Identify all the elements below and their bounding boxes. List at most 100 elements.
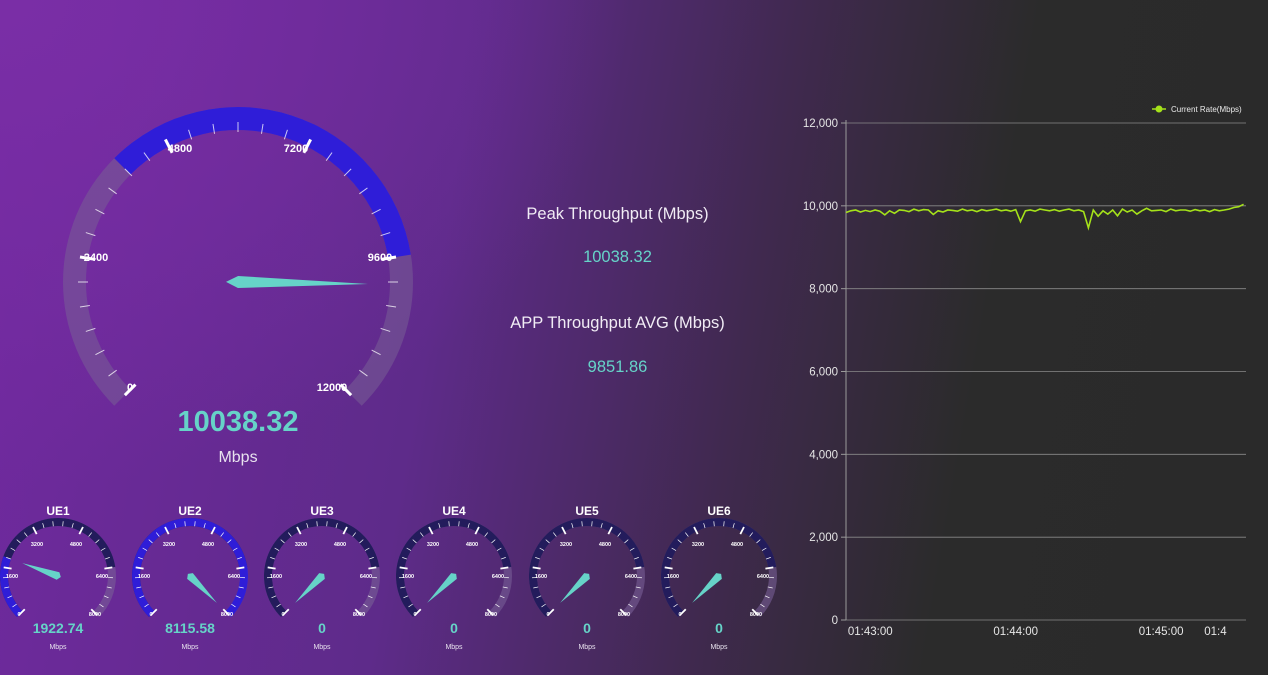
ue-gauge-tick-label: 8000: [221, 612, 233, 618]
main-gauge-tick: [143, 152, 151, 161]
ue-gauge-needle: [427, 573, 457, 603]
ue-gauge-tick: [368, 557, 374, 560]
ue-gauge-tick: [232, 547, 238, 551]
main-gauge-tick: [343, 168, 352, 177]
ue-gauge-value-band: [0, 556, 23, 618]
throughput-line-chart: 0 2,000 4,000 6,000 8,000 10,000 12,000 01:43:…: [803, 105, 1246, 638]
ue-gauge-tick: [668, 595, 674, 599]
ue-gauge-tick-label: 8000: [485, 612, 497, 618]
ue-gauge-track: [529, 518, 645, 618]
ue-gauge-tick: [99, 603, 104, 608]
chart-legend[interactable]: Current Rate(Mbps): [1152, 105, 1242, 114]
ue-gauge-tick: [474, 526, 480, 535]
ue-gauge-tick: [553, 532, 557, 537]
ue-gauge-tick: [282, 608, 290, 616]
peak-throughput-value: 10038.32: [583, 248, 652, 266]
ue-gauge-tick: [148, 539, 153, 544]
ue-gauge-tick: [24, 532, 28, 537]
ue-gauge-tick: [222, 608, 230, 616]
chart-x-tick-label: 01:4: [1204, 626, 1227, 638]
chart-y-tick-label: 4,000: [809, 449, 838, 461]
ue-gauge-tick-label: 8000: [89, 612, 101, 618]
main-gauge-tick: [386, 304, 397, 308]
ue-gauge-tick-label: 8000: [618, 612, 630, 618]
ue-gauge-tick: [90, 608, 98, 616]
chart-gridlines: [846, 122, 1246, 621]
ue-gauge-unit: Mbps: [710, 644, 728, 651]
main-gauge-tick: [95, 349, 105, 356]
ue-gauge-tick: [500, 557, 506, 560]
ue-gauge-scale-band: [264, 518, 380, 618]
main-gauge-tick-label-2400: 2400: [84, 252, 108, 264]
ue-gauge-tick: [739, 526, 745, 535]
chart-x-axis: 01:43:00 01:44:00 01:45:00 01:4: [848, 626, 1227, 638]
chart-x-tick-label: 01:44:00: [993, 626, 1038, 638]
legend-label: Current Rate(Mbps): [1171, 105, 1242, 114]
ue-gauge-needle: [560, 573, 590, 603]
ue-gauge-tick: [532, 566, 541, 570]
ue-gauge-tick: [756, 539, 761, 544]
ue-gauge-title: UE3: [310, 504, 334, 518]
ue-gauge-tick-label: 1600: [667, 574, 679, 580]
ue-gauge-tick: [235, 595, 241, 599]
ue-gauge-tick-label: 1600: [402, 574, 414, 580]
ue-gauge-tick: [633, 566, 642, 570]
ue-gauge-tick: [95, 539, 100, 544]
ue-gauge-tick-label: 4800: [466, 542, 478, 548]
ue-gauge-needle: [295, 573, 325, 603]
chart-x-tick-label: 01:45:00: [1139, 626, 1184, 638]
ue-gauge-tick: [406, 547, 412, 551]
ue-gauge-track: [0, 517, 116, 618]
ue-gauge-tick-label: 1600: [6, 574, 18, 580]
ue-gauge-tick: [491, 539, 496, 544]
ue-gauge-tick: [6, 557, 12, 560]
ue-gauge-tick: [142, 547, 148, 551]
main-gauge-tick: [164, 138, 174, 154]
main-gauge-track: [63, 107, 414, 406]
ue-gauge-tick: [88, 532, 92, 537]
main-gauge-tick: [260, 123, 264, 134]
ue-gauge-tick-label: 6400: [492, 574, 504, 580]
ue-gauge-tick: [203, 523, 206, 529]
ue-gauge-tick: [100, 547, 106, 551]
ue-gauge-3: UE3 0 1600 3200 4800 6400 8000 0 Mbps: [264, 504, 381, 651]
ue-gauge-tick: [144, 603, 149, 608]
ue-gauge-unit: Mbps: [181, 644, 199, 651]
ue-gauge-tick: [136, 586, 142, 589]
ue-gauge-scale-band: [529, 518, 645, 618]
main-gauge-tick: [79, 255, 96, 261]
ue-gauge-tick: [685, 532, 689, 537]
main-gauge-tick: [380, 232, 391, 237]
ue-gauge-tick-label: 6400: [757, 574, 769, 580]
ue-gauge-tick: [32, 526, 38, 535]
ue-gauge-tick: [414, 608, 422, 616]
main-gauge-tick: [325, 152, 333, 161]
ue-gauge-tick: [103, 595, 109, 599]
ue-gauge-tick: [632, 595, 638, 599]
ue-gauge-tick-label: 3200: [31, 542, 43, 548]
ue-gauge-tick-label: 0: [17, 612, 20, 618]
main-gauge-tick-label-7200: 7200: [284, 143, 308, 155]
ue-gauge-title: UE1: [46, 504, 70, 518]
ue-gauge-tick: [484, 532, 488, 537]
ue-gauge-6: UE6 0 1600 3200 4800 6400 8000 0 Mbps: [661, 504, 777, 651]
ue-gauge-value: 0: [715, 620, 723, 636]
main-gauge-tick: [123, 383, 137, 397]
ue-gauge-tick-label: 3200: [427, 542, 439, 548]
ue-gauge-tick-label: 0: [413, 612, 416, 618]
ue-gauge-tick: [486, 608, 494, 616]
ue-gauge-tick: [359, 539, 364, 544]
ue-gauge-tick: [267, 566, 276, 570]
chart-x-tick-label: 01:43:00: [848, 626, 893, 638]
ue-gauge-tick: [628, 603, 633, 608]
ue-gauge-tick: [174, 523, 177, 529]
ue-gauge-tick: [276, 603, 281, 608]
main-gauge-tick: [380, 327, 391, 332]
ue-gauge-tick: [635, 586, 641, 589]
ue-gauge-tick-label: 1600: [138, 574, 150, 580]
ue-gauge-tick: [629, 547, 635, 551]
ue-gauge-tick: [760, 603, 765, 608]
chart-y-tick-label: 10,000: [803, 201, 838, 213]
app-throughput-avg-label: APP Throughput AVG (Mbps): [510, 314, 725, 332]
main-gauge-tick: [371, 208, 381, 215]
